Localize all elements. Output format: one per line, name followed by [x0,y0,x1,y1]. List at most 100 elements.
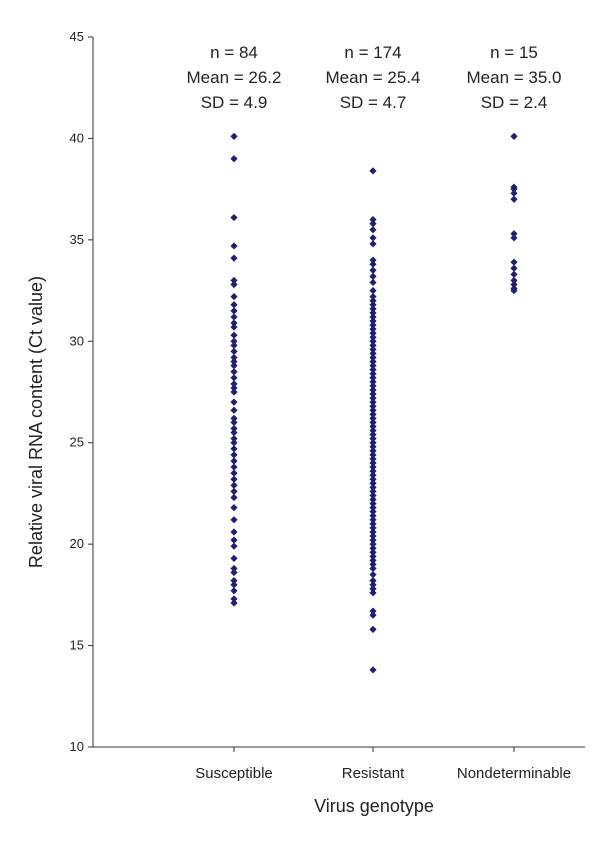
data-point [369,167,377,175]
data-point [369,560,377,569]
data-point [369,455,377,463]
data-point [369,313,377,321]
data-point [230,414,238,422]
data-point [369,357,377,366]
x-tick-label: Susceptible [195,765,273,782]
data-point [230,254,238,262]
data-point [369,544,377,552]
data-point [369,215,377,224]
y-tick-label: 45 [70,29,84,44]
data-point [369,378,377,386]
data-point [369,321,377,329]
data-point [230,463,238,471]
data-point [369,540,377,548]
data-point [369,504,377,512]
data-point [230,319,238,327]
data-point [369,491,377,500]
data-point [510,132,518,140]
data-point [230,439,238,447]
data-point [369,577,377,585]
data-point [369,220,377,228]
data-point [369,548,377,556]
data-point [230,577,238,585]
data-point [369,552,377,560]
data-point [369,256,377,264]
data-point [230,516,238,524]
stat-label: Mean = 35.0 [467,68,562,87]
data-point [369,666,377,674]
y-tick-label: 30 [70,333,84,348]
data-point [369,394,377,402]
data-point [369,240,377,248]
data-point [369,325,377,333]
x-axis-title: Virus genotype [314,796,434,816]
data-point [230,323,238,331]
data-point [369,520,377,528]
stat-label: Mean = 26.2 [187,68,282,87]
data-point [230,564,238,573]
data-point [230,384,238,392]
data-point [369,309,377,317]
data-point [230,528,238,536]
data-point [369,516,377,524]
data-point [230,380,238,388]
data-point [369,556,377,564]
data-point [369,366,377,374]
data-point [369,532,377,540]
data-point [369,382,377,390]
x-tick-label: Resistant [342,765,405,782]
data-point [369,305,377,313]
data-point [510,230,518,238]
data-point [230,313,238,321]
stat-label: SD = 4.7 [340,93,407,112]
data-point [369,398,377,406]
data-point [369,495,377,504]
data-point [369,508,377,516]
y-axis: 10 15 20 25 30 35 40 45 [70,29,94,754]
data-point [369,422,377,431]
data-point [510,280,518,289]
y-tick-label: 10 [70,739,84,754]
data-point [369,585,377,593]
data-point [230,374,238,382]
data-point [369,536,377,544]
data-point [230,276,238,285]
data-point [510,195,518,203]
data-point [369,499,377,508]
data-point [369,611,377,619]
data-point [369,564,377,573]
y-axis-title: Relative viral RNA content (Ct value) [26,276,46,568]
data-point [369,226,377,234]
data-point [230,445,238,453]
data-points [230,132,518,674]
data-point [369,589,377,597]
stat-label: n = 174 [344,43,401,62]
y-tick-label: 40 [70,130,84,145]
y-tick-label: 25 [70,435,84,450]
data-point [369,607,377,615]
data-point [369,370,377,378]
data-point [369,447,377,455]
data-point [510,276,518,285]
data-point [369,301,377,309]
data-point [230,451,238,459]
data-point [369,625,377,633]
data-point [369,479,377,487]
data-point [369,345,377,353]
data-point [230,568,238,577]
data-point [230,418,238,427]
data-point [230,280,238,289]
data-point [369,418,377,427]
data-point [369,286,377,295]
data-point [369,337,377,345]
data-point [369,570,377,579]
data-point [369,463,377,471]
y-tick-label: 35 [70,232,84,247]
data-point [230,132,238,140]
data-point [369,278,377,287]
data-point [230,347,238,356]
data-point [230,337,238,345]
y-tick-label: 15 [70,638,84,653]
data-point [230,581,238,589]
